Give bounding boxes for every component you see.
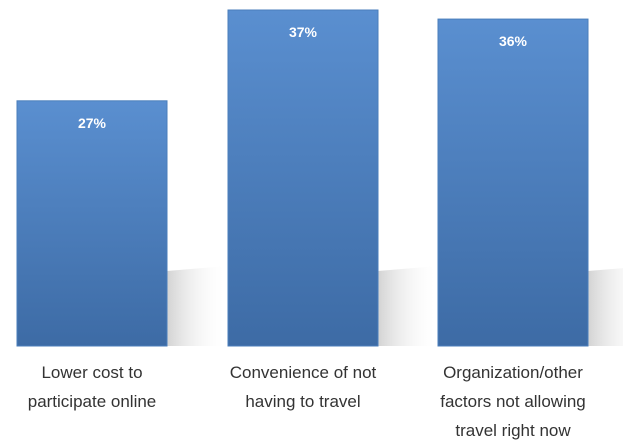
data-label: 36% — [499, 33, 528, 49]
bar — [227, 9, 379, 347]
category-label: Convenience of not having to travel — [229, 363, 377, 411]
data-label: 27% — [78, 115, 107, 131]
bar-shadow — [378, 266, 438, 346]
data-label: 37% — [289, 24, 318, 40]
bar — [437, 18, 589, 347]
bar-shadow — [588, 268, 623, 346]
category-label: Organization/other factors not allowing … — [440, 363, 586, 440]
bar — [16, 100, 168, 347]
bar-shadow — [167, 266, 227, 346]
category-label: Lower cost to participate online — [27, 363, 157, 411]
